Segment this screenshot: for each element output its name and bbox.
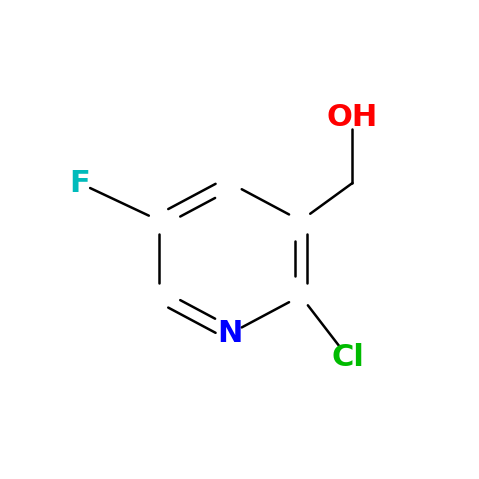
Text: N: N [217,319,243,348]
Text: F: F [69,169,90,197]
Text: Cl: Cl [331,342,364,372]
Text: OH: OH [327,103,378,132]
